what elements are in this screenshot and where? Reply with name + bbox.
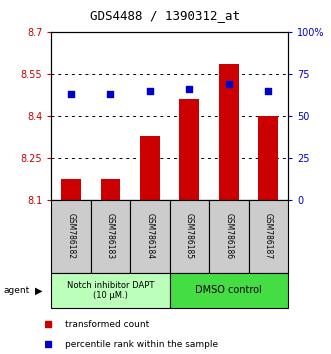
Bar <box>140 136 160 200</box>
Point <box>147 88 153 93</box>
Text: ▶: ▶ <box>35 285 42 295</box>
Text: GSM786184: GSM786184 <box>145 213 155 259</box>
Bar <box>249 200 288 273</box>
Bar <box>179 99 199 200</box>
Bar <box>130 200 169 273</box>
Text: GDS4488 / 1390312_at: GDS4488 / 1390312_at <box>90 10 241 22</box>
Bar <box>101 179 120 200</box>
Text: GSM786185: GSM786185 <box>185 213 194 259</box>
Text: GSM786183: GSM786183 <box>106 213 115 259</box>
Text: DMSO control: DMSO control <box>195 285 262 295</box>
Bar <box>169 273 288 308</box>
Bar <box>51 273 169 308</box>
Text: agent: agent <box>3 286 29 295</box>
Text: percentile rank within the sample: percentile rank within the sample <box>65 340 218 349</box>
Bar <box>169 200 209 273</box>
Bar <box>209 200 249 273</box>
Bar <box>91 200 130 273</box>
Point <box>187 86 192 92</box>
Bar <box>61 179 81 200</box>
Text: Notch inhibitor DAPT
(10 μM.): Notch inhibitor DAPT (10 μM.) <box>67 281 154 300</box>
Bar <box>219 64 239 200</box>
Bar <box>51 200 91 273</box>
Bar <box>259 116 278 200</box>
Text: transformed count: transformed count <box>65 320 149 329</box>
Point <box>108 91 113 97</box>
Text: GSM786187: GSM786187 <box>264 213 273 259</box>
Point <box>265 88 271 93</box>
Point <box>69 91 74 97</box>
Text: GSM786186: GSM786186 <box>224 213 233 259</box>
Point <box>226 81 231 87</box>
Text: GSM786182: GSM786182 <box>67 213 75 259</box>
